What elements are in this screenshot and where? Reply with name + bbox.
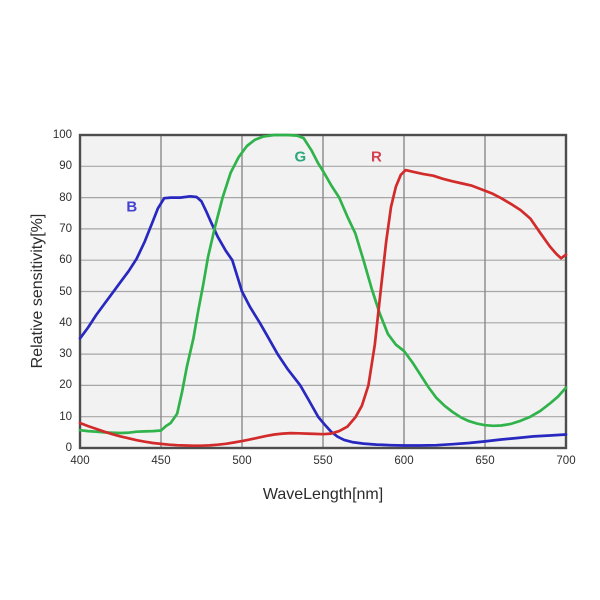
x-tick-400: 400 — [70, 455, 90, 467]
y-tick-10: 10 — [59, 410, 72, 423]
y-axis-title: Relative sensitivity[%] — [29, 213, 46, 369]
y-tick-90: 90 — [59, 160, 72, 173]
x-axis-title: WaveLength[nm] — [262, 486, 384, 503]
y-tick-100: 100 — [52, 129, 72, 141]
curve-g — [78, 133, 568, 435]
y-tick-60: 60 — [59, 254, 72, 267]
y-tick-80: 80 — [59, 191, 72, 204]
x-tick-500: 500 — [232, 455, 252, 467]
y-tick-40: 40 — [59, 316, 72, 329]
x-tick-650: 650 — [475, 455, 495, 467]
x-tick-550: 550 — [313, 455, 333, 467]
curve-label-b: B — [126, 198, 138, 216]
x-tick-600: 600 — [394, 455, 414, 467]
curve-b — [78, 194, 568, 447]
y-tick-30: 30 — [59, 348, 72, 361]
y-tick-50: 50 — [59, 285, 72, 298]
x-tick-450: 450 — [151, 455, 171, 467]
y-tick-70: 70 — [59, 222, 72, 235]
curve-label-r: R — [371, 148, 382, 166]
x-tick-700: 700 — [556, 455, 576, 467]
y-tick-0: 0 — [65, 442, 72, 454]
plot-frame — [78, 133, 568, 450]
curve-label-g: G — [294, 148, 307, 166]
curve-r — [78, 168, 568, 448]
y-tick-20: 20 — [59, 379, 72, 392]
